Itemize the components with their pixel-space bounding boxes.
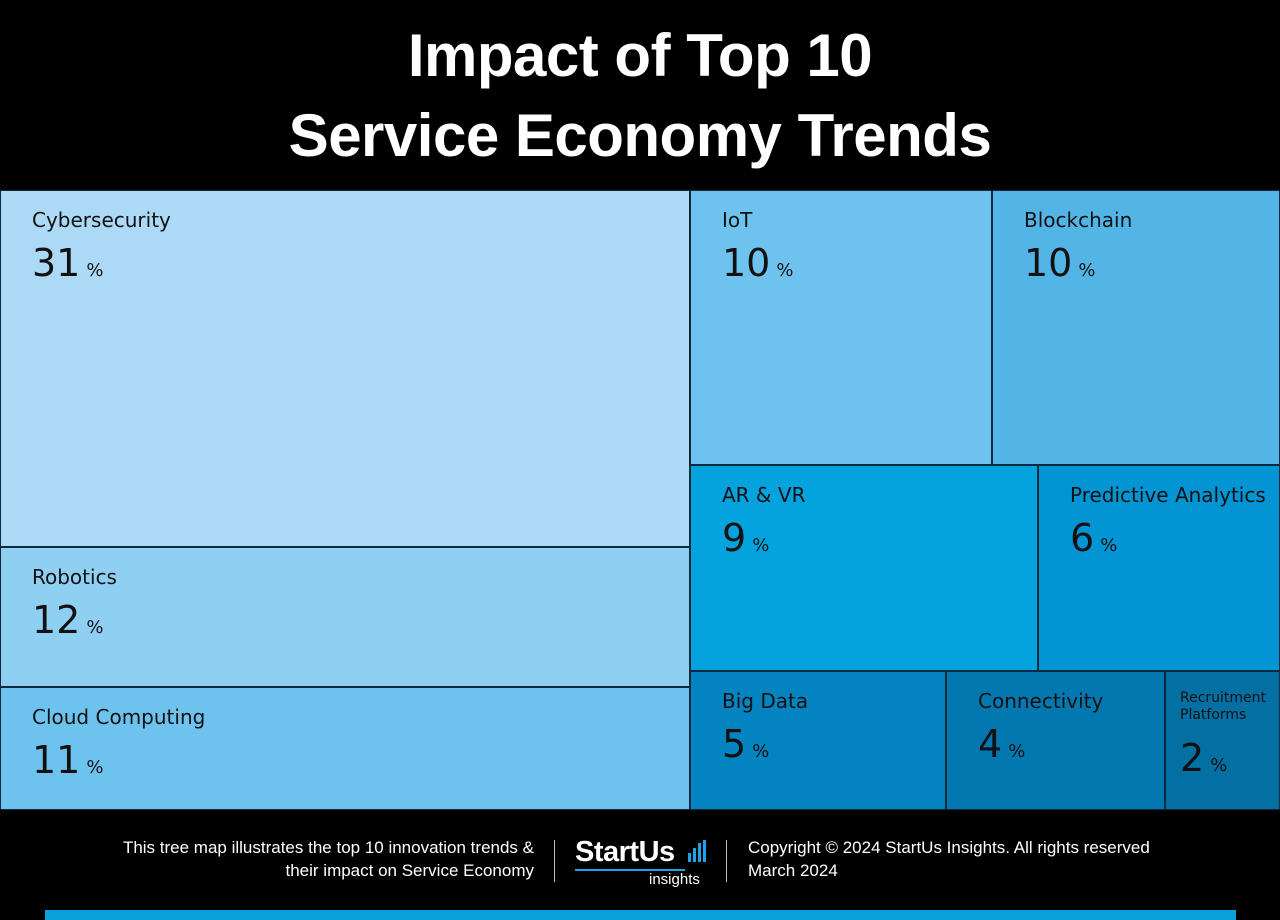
tile-value-cloud-computing: 11%: [32, 738, 103, 782]
tile-number-ar-vr: 9: [722, 516, 747, 560]
tile-value-blockchain: 10%: [1024, 241, 1095, 285]
footer-divider-left: [554, 840, 555, 882]
title-line-2: Service Economy Trends: [288, 102, 992, 169]
footer-description: This tree map illustrates the top 10 inn…: [14, 836, 534, 882]
tile-label-cloud-computing: Cloud Computing: [32, 705, 206, 729]
tile-unit-cloud-computing: %: [86, 757, 104, 778]
tile-value-robotics: 12%: [32, 598, 103, 642]
footer-copyright: Copyright © 2024 StartUs Insights. All r…: [748, 836, 1150, 882]
tile-number-iot: 10: [722, 241, 771, 285]
chart-title: Impact of Top 10 Service Economy Trends: [0, 16, 1280, 176]
tile-cybersecurity: Cybersecurity 31%: [0, 190, 690, 547]
tile-big-data: Big Data 5%: [690, 671, 946, 810]
tile-number-cloud-computing: 11: [32, 738, 81, 782]
copyright-text: Copyright © 2024 StartUs Insights. All r…: [748, 838, 1150, 857]
tile-cloud-computing: Cloud Computing 11%: [0, 687, 690, 810]
tile-value-ar-vr: 9%: [722, 516, 769, 560]
footer-divider-right: [726, 840, 727, 882]
tile-label-iot: IoT: [722, 208, 753, 232]
tile-label-connectivity: Connectivity: [978, 689, 1104, 713]
tile-value-cybersecurity: 31%: [32, 241, 103, 285]
footer: This tree map illustrates the top 10 inn…: [0, 810, 1280, 920]
tile-value-iot: 10%: [722, 241, 793, 285]
tile-number-robotics: 12: [32, 598, 81, 642]
tile-connectivity: Connectivity 4%: [946, 671, 1165, 810]
tile-predictive-analytics: Predictive Analytics 6%: [1038, 465, 1280, 671]
tile-label-predictive-analytics: Predictive Analytics: [1070, 483, 1266, 507]
tile-value-recruitment-platforms: 2%: [1180, 736, 1227, 780]
tile-label-blockchain: Blockchain: [1024, 208, 1133, 232]
tile-iot: IoT 10%: [690, 190, 992, 465]
tile-number-cybersecurity: 31: [32, 241, 81, 285]
footer-description-line-1: This tree map illustrates the top 10 inn…: [122, 838, 534, 857]
tile-recruitment-platforms: Recruitment Platforms 2%: [1165, 671, 1280, 810]
tile-number-blockchain: 10: [1024, 241, 1073, 285]
tile-label-big-data: Big Data: [722, 689, 809, 713]
tile-label-robotics: Robotics: [32, 565, 117, 589]
logo-bars-icon: [688, 840, 708, 862]
tile-unit-iot: %: [776, 260, 794, 281]
bottom-accent-bar: [45, 910, 1236, 920]
date-text: March 2024: [748, 861, 838, 880]
tile-unit-ar-vr: %: [752, 535, 770, 556]
startus-insights-logo: StartUs insights: [575, 836, 708, 888]
tile-unit-blockchain: %: [1078, 260, 1096, 281]
tile-unit-cybersecurity: %: [86, 260, 104, 281]
tile-label-cybersecurity: Cybersecurity: [32, 208, 171, 232]
tile-unit-recruitment-platforms: %: [1210, 755, 1228, 776]
tile-unit-predictive-analytics: %: [1100, 535, 1118, 556]
tile-unit-big-data: %: [752, 741, 770, 762]
logo-underline: [575, 869, 685, 871]
treemap: Cybersecurity 31% Robotics 12% Cloud Computi…: [0, 190, 1280, 810]
footer-description-line-2: their impact on Service Economy: [285, 861, 535, 880]
tile-robotics: Robotics 12%: [0, 547, 690, 687]
tile-number-big-data: 5: [722, 722, 747, 766]
tile-number-connectivity: 4: [978, 722, 1003, 766]
tile-value-predictive-analytics: 6%: [1070, 516, 1117, 560]
tile-value-connectivity: 4%: [978, 722, 1025, 766]
tile-ar-vr: AR & VR 9%: [690, 465, 1038, 671]
tile-unit-connectivity: %: [1008, 741, 1026, 762]
logo-wordmark: StartUs: [575, 836, 675, 868]
logo-subtitle: insights: [649, 871, 700, 888]
tile-label-recruitment-platforms: Recruitment Platforms: [1180, 690, 1267, 723]
tile-number-recruitment-platforms: 2: [1180, 736, 1205, 780]
tile-blockchain: Blockchain 10%: [992, 190, 1280, 465]
tile-label-ar-vr: AR & VR: [722, 483, 806, 507]
tile-unit-robotics: %: [86, 617, 104, 638]
tile-value-big-data: 5%: [722, 722, 769, 766]
title-line-1: Impact of Top 10: [407, 22, 873, 89]
tile-number-predictive-analytics: 6: [1070, 516, 1095, 560]
